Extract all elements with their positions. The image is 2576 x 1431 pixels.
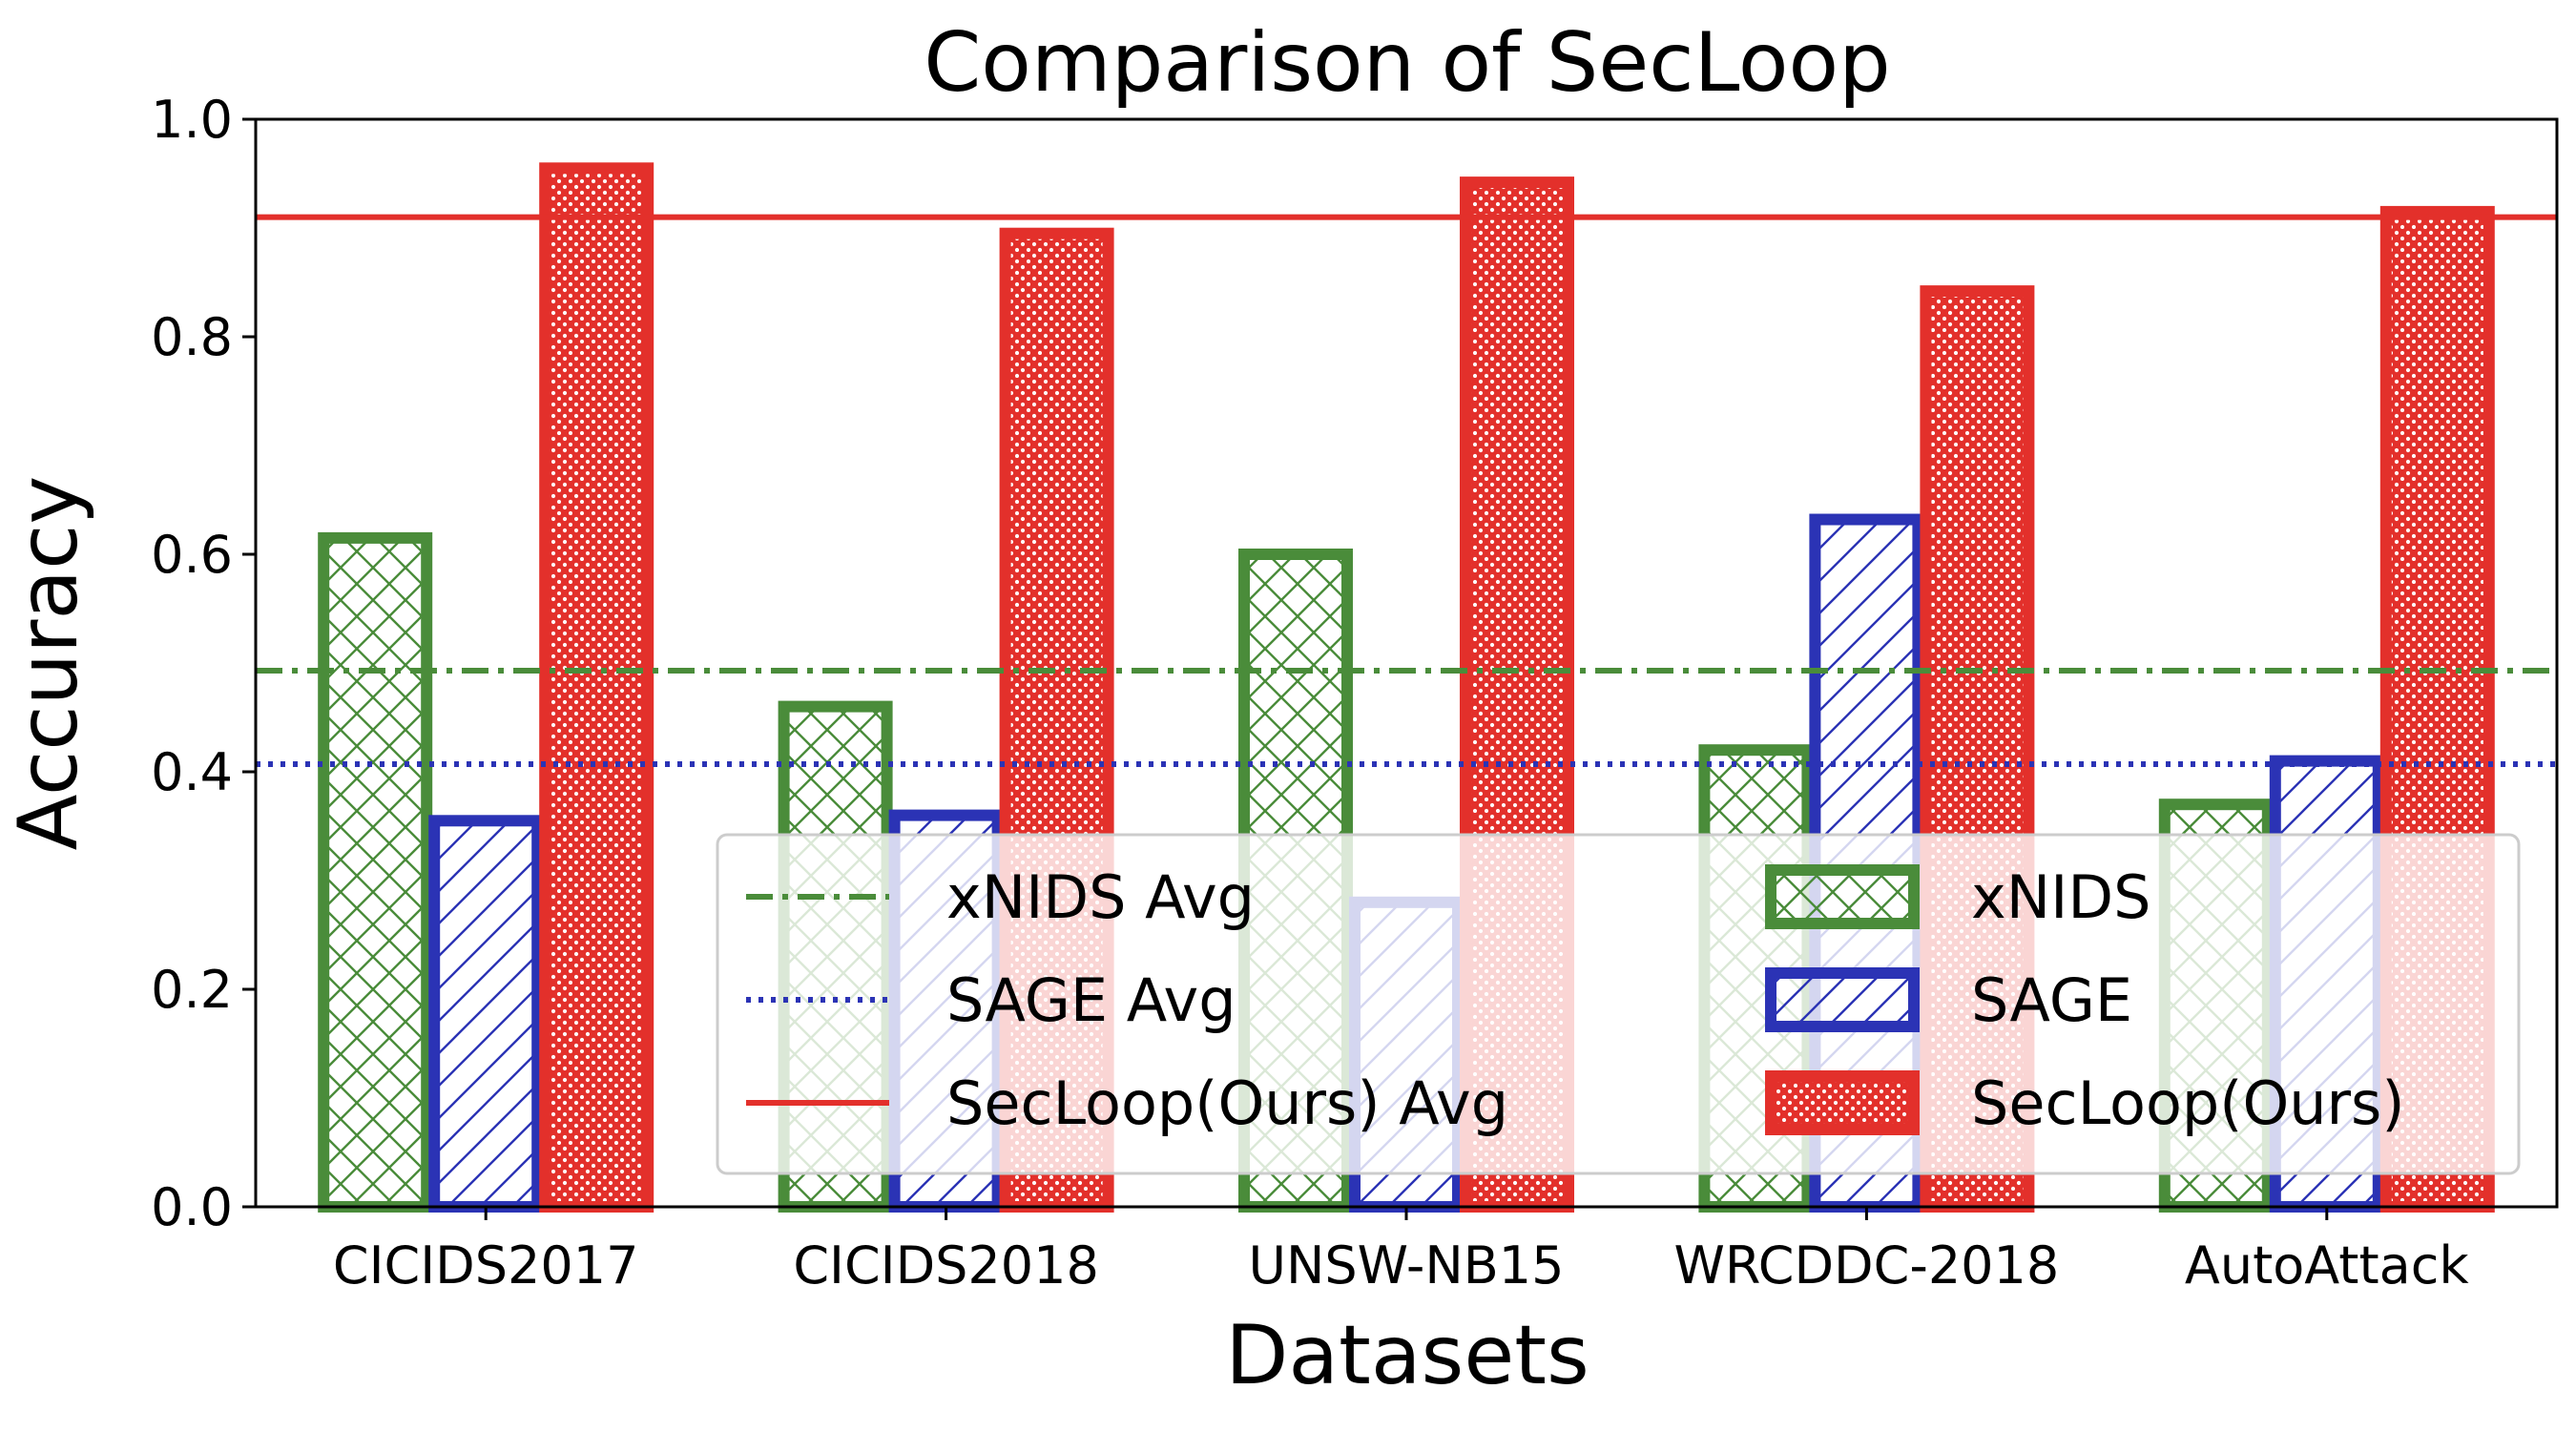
y-tick-label: 0.2 [151,960,233,1020]
legend-label-secloop-ours-avg: SecLoop(Ours) Avg [946,1068,1508,1138]
x-tick-label-cicids2017: CICIDS2017 [333,1235,639,1296]
x-axis: CICIDS2017 CICIDS2018 UNSW-NB15 WRCDDC-2018… [333,1207,2469,1296]
legend-label-sage-avg: SAGE Avg [946,965,1236,1035]
bar-xnids-cicids2017 [318,531,433,1213]
x-tick-label-unsw-nb15: UNSW-NB15 [1248,1235,1564,1296]
legend: xNIDS Avg SAGE Avg SecLoop(Ours) Avg xNIDS S… [716,833,2521,1175]
y-tick-label: 1.0 [151,90,233,150]
reference-lines-layer [256,214,2557,768]
bar-sage-cicids2017 [428,815,544,1213]
x-tick-label-wrcddc-2018: WRCDDC-2018 [1674,1235,2060,1296]
y-tick-label: 0.4 [151,742,233,802]
legend-label-xnids: xNIDS [1971,862,2150,932]
chart-title: Comparison of SecLoop [924,15,1890,111]
x-tick-label-cicids2018: CICIDS2018 [793,1235,1099,1296]
bar-secloop-ours-cicids2017 [539,162,654,1213]
legend-swatch-xnids [1765,864,1920,929]
legend-box [716,833,2521,1175]
x-tick-label-autoattack: AutoAttack [2185,1235,2469,1296]
y-tick-label: 0.8 [151,307,233,367]
legend-label-sage: SAGE [1971,965,2132,1035]
y-tick-label: 0.6 [151,525,233,585]
y-axis: 0.0 0.2 0.4 0.6 0.8 1.0 [151,90,256,1237]
x-axis-label: Datasets [1225,1308,1589,1403]
legend-swatch-sage [1765,967,1920,1032]
legend-label-secloop-ours: SecLoop(Ours) [1971,1068,2405,1138]
legend-label-xnids-avg: xNIDS Avg [946,862,1255,932]
y-axis-label: Accuracy [1,476,96,851]
legend-swatch-secloop-ours [1765,1070,1920,1135]
y-tick-label: 0.0 [151,1177,233,1237]
